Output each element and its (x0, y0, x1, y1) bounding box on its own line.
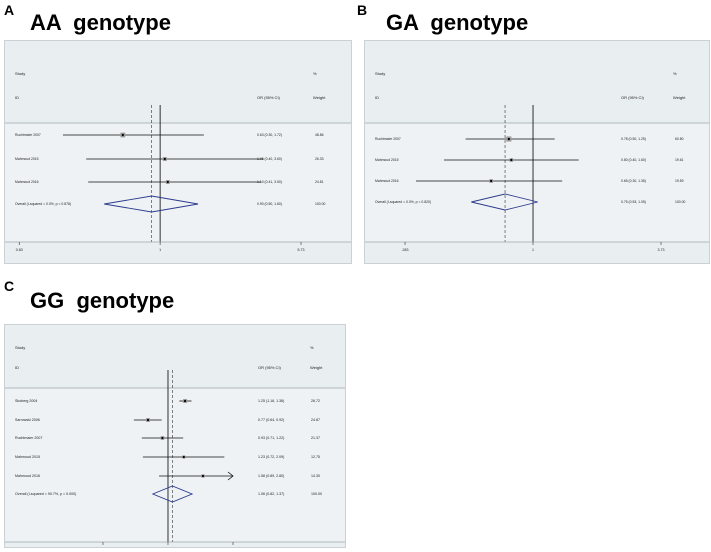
x-tick-label: 1 (159, 248, 161, 252)
ci-text: 0.65 (0.30, 1.35) (621, 179, 646, 183)
panel-a-letter: A (4, 2, 15, 18)
header-study: Study (375, 71, 385, 76)
weight-text: 19.59 (675, 179, 684, 183)
point-estimate (161, 436, 164, 440)
study-label: Ruchtmaier 2007 (15, 133, 41, 137)
weight-text: 26.33 (315, 157, 324, 161)
panel-b-letter: B (357, 2, 368, 18)
overall-label: Overall (I-squared = 90.7%, p = 0.000) (15, 492, 76, 496)
ci-text: 1.10 (0.41, 3.50) (257, 180, 282, 184)
forest-plot-ga-svg: Study ID OR (95% CI) % Weight Ruchtmaier… (365, 71, 709, 252)
weight-text: 14.30 (311, 474, 320, 478)
overall-diamond (104, 195, 199, 213)
header-pct: % (313, 71, 317, 76)
overall-weight-text: 100.00 (311, 492, 322, 496)
panel-b-title: GA genotype (386, 10, 529, 35)
weight-text: 60.80 (675, 137, 684, 141)
header-pct: % (310, 345, 314, 350)
study-label: Ruchtmaier 2007 (15, 436, 42, 440)
overall-ci-text: 1.06 (0.82, 1.37) (258, 492, 284, 496)
header-or: OR (95% CI) (621, 95, 645, 100)
study-label: Mahmoud 2015 (375, 158, 399, 162)
ci-text: 0.78 (0.50, 1.25) (621, 137, 646, 141)
point-estimate (507, 137, 510, 141)
header-or: OR (95% CI) (258, 365, 282, 370)
panel-c-letter: C (4, 278, 15, 294)
overall-ci-text: 0.75 (0.53, 1.05) (621, 200, 646, 204)
weight-text: 26.72 (311, 399, 320, 403)
overall-diamond (471, 193, 538, 211)
forest-plot-gg-svg: Study ID OR (95% CI) % Weight NOTE: Weig… (5, 345, 345, 545)
x-tick-label: 5.73 (298, 248, 305, 252)
x-tick-label: .283 (402, 248, 409, 252)
forest-plot-aa: Study ID OR (95% CI) % Weight Ruchtmaier… (4, 40, 352, 264)
weight-text: 12.75 (311, 455, 320, 459)
x-tick-label: 1 (532, 248, 534, 252)
ci-text: 0.93 (0.71, 1.22) (258, 436, 284, 440)
ci-text: 1.06 (0.40, 3.60) (257, 157, 282, 161)
header-or: OR (95% CI) (257, 95, 281, 100)
weight-text: 24.81 (315, 180, 324, 184)
overall-weight-text: 100.00 (675, 200, 685, 204)
panel-c-title: GG genotype (30, 288, 175, 313)
overall-ci-text: 0.90 (0.50, 1.60) (257, 202, 282, 206)
study-label: Mahmoud 2015 (15, 157, 39, 161)
ci-arrow (227, 471, 234, 481)
plot-region (5, 388, 345, 542)
x-tick-label: 3.73 (658, 248, 665, 252)
study-label: Mahmoud 2015 (15, 455, 40, 459)
header-weight: Weight (673, 95, 686, 100)
ci-text: 0.63 (0.30, 1.72) (257, 133, 282, 137)
header-study: Study (15, 345, 25, 350)
weight-text: 24.87 (311, 418, 320, 422)
weight-text: 21.37 (311, 436, 320, 440)
point-estimate (163, 157, 166, 161)
overall-diamond (151, 485, 194, 503)
weight-text: 48.86 (315, 133, 324, 137)
point-estimate (166, 180, 169, 184)
x-tick-label: 0.83 (16, 248, 23, 252)
header-weight: Weight (310, 365, 323, 370)
ci-text: 0.80 (0.40, 1.60) (621, 158, 646, 162)
header-id: ID (15, 365, 19, 370)
point-estimate (183, 399, 187, 403)
study-label: Sarrowski 2006 (15, 418, 40, 422)
overall-label: Overall (I-squared = 0.0%, p = 0.878) (15, 202, 71, 206)
header-weight: Weight (313, 95, 326, 100)
study-label: Ruchtmaier 2007 (375, 137, 401, 141)
point-estimate (146, 418, 150, 422)
weight-text: 19.61 (675, 158, 684, 162)
study-label: Mahmoud 2016 (375, 179, 399, 183)
point-estimate (490, 179, 493, 183)
ci-text: 0.77 (0.64, 0.92) (258, 418, 284, 422)
study-label: Mahmoud 2016 (15, 180, 39, 184)
ci-text: 1.58 (0.89, 2.80) (258, 474, 284, 478)
point-estimate (201, 474, 205, 478)
forest-plot-aa-svg: Study ID OR (95% CI) % Weight Ruchtmaier… (5, 71, 351, 252)
header-id: ID (15, 95, 19, 100)
panel-a-title: AA genotype (30, 10, 171, 35)
point-estimate (182, 455, 185, 459)
point-estimate (510, 158, 513, 162)
forest-plot-gg: Study ID OR (95% CI) % Weight NOTE: Weig… (4, 324, 346, 548)
study-label: Skoberg 2004 (15, 399, 37, 403)
header-study: Study (15, 71, 25, 76)
forest-plot-ga: Study ID OR (95% CI) % Weight Ruchtmaier… (364, 40, 710, 264)
header-pct: % (673, 71, 677, 76)
study-label: Mahmoud 2016 (15, 474, 40, 478)
ci-text: 1.23 (0.72, 2.09) (258, 455, 284, 459)
header-id: ID (375, 95, 379, 100)
plot-region (365, 123, 709, 242)
overall-label: Overall (I-squared = 0.0%, p = 0.820) (375, 200, 431, 204)
plot-region (5, 123, 351, 242)
overall-weight-text: 100.00 (315, 202, 325, 206)
ci-text: 1.25 (1.16, 1.36) (258, 399, 284, 403)
point-estimate (121, 133, 124, 137)
